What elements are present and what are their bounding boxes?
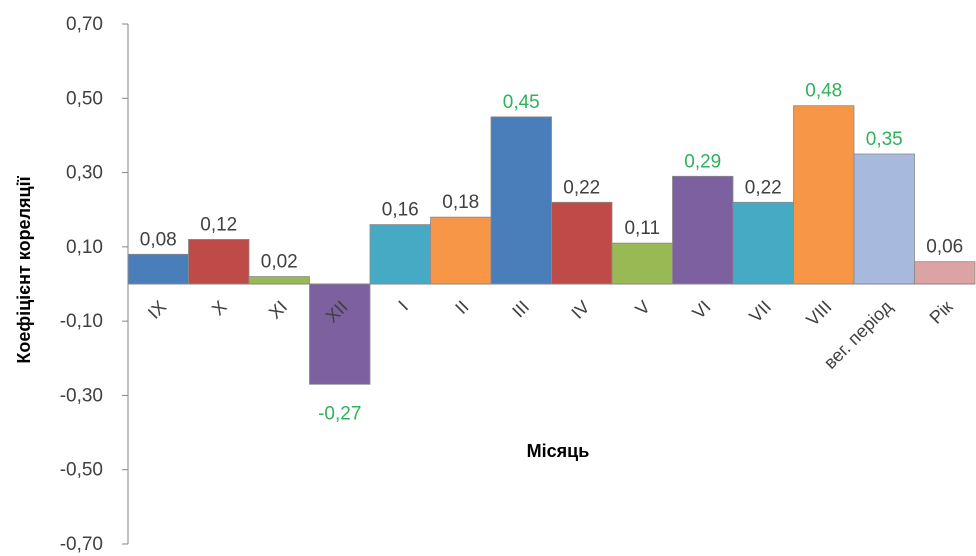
bar bbox=[611, 242, 673, 285]
category-label: IV bbox=[567, 297, 593, 323]
y-tick-label: -0,50 bbox=[60, 460, 103, 481]
value-label: 0,18 bbox=[442, 192, 479, 213]
y-tick-label: 0,70 bbox=[66, 14, 103, 35]
bar bbox=[248, 276, 310, 285]
category-label: V bbox=[631, 297, 654, 320]
y-tick-label: 0,30 bbox=[66, 163, 103, 184]
value-label: 0,29 bbox=[684, 151, 721, 172]
category-label: VI bbox=[688, 297, 714, 323]
category-label: X bbox=[208, 297, 231, 320]
y-axis-title: Коефіцієнт кореляції bbox=[14, 175, 34, 363]
value-label: 0,48 bbox=[805, 81, 842, 102]
category-label: II bbox=[451, 297, 472, 318]
bar bbox=[188, 239, 250, 285]
y-axis-ticks: 0,70 0,50 0,30 0,10 -0,10 -0,30 -0,50 -0,70 bbox=[60, 14, 128, 555]
category-label: VII bbox=[745, 297, 775, 327]
value-label: 0,22 bbox=[745, 177, 782, 198]
bar bbox=[551, 201, 613, 285]
y-tick-label: 0,50 bbox=[66, 88, 103, 109]
value-label: -0,27 bbox=[318, 403, 361, 424]
category-label: XI bbox=[265, 297, 291, 323]
bar bbox=[430, 216, 492, 285]
value-labels: 0,08 0,12 0,02 -0,27 0,16 0,18 0,45 0,22 0,11 0,2… bbox=[140, 81, 963, 425]
y-tick-label: -0,70 bbox=[60, 534, 103, 555]
value-label: 0,45 bbox=[503, 92, 540, 113]
bar bbox=[490, 116, 552, 285]
value-label: 0,12 bbox=[200, 214, 237, 235]
value-label: 0,08 bbox=[140, 229, 177, 250]
value-label: 0,06 bbox=[926, 237, 963, 258]
value-label: 0,16 bbox=[382, 200, 419, 221]
category-label: VIII bbox=[802, 297, 835, 330]
y-tick-label: 0,10 bbox=[66, 237, 103, 258]
category-label: Рік bbox=[926, 297, 957, 328]
bar bbox=[732, 201, 794, 285]
bar bbox=[672, 175, 734, 285]
bar bbox=[369, 224, 431, 285]
bars bbox=[127, 105, 976, 385]
bar bbox=[127, 253, 189, 285]
y-tick-label: -0,30 bbox=[60, 385, 103, 406]
value-label: 0,22 bbox=[563, 177, 600, 198]
category-label: I bbox=[394, 297, 412, 315]
value-label: 0,35 bbox=[866, 129, 903, 150]
y-tick-label: -0,10 bbox=[60, 311, 103, 332]
value-label: 0,11 bbox=[624, 218, 660, 239]
bar bbox=[914, 261, 976, 285]
x-axis-title: Місяць bbox=[527, 441, 590, 461]
category-label: III bbox=[508, 297, 533, 322]
category-label: IX bbox=[144, 297, 170, 323]
bar bbox=[853, 153, 915, 285]
value-label: 0,02 bbox=[261, 252, 298, 273]
bar bbox=[793, 105, 855, 285]
bar bbox=[309, 283, 371, 385]
